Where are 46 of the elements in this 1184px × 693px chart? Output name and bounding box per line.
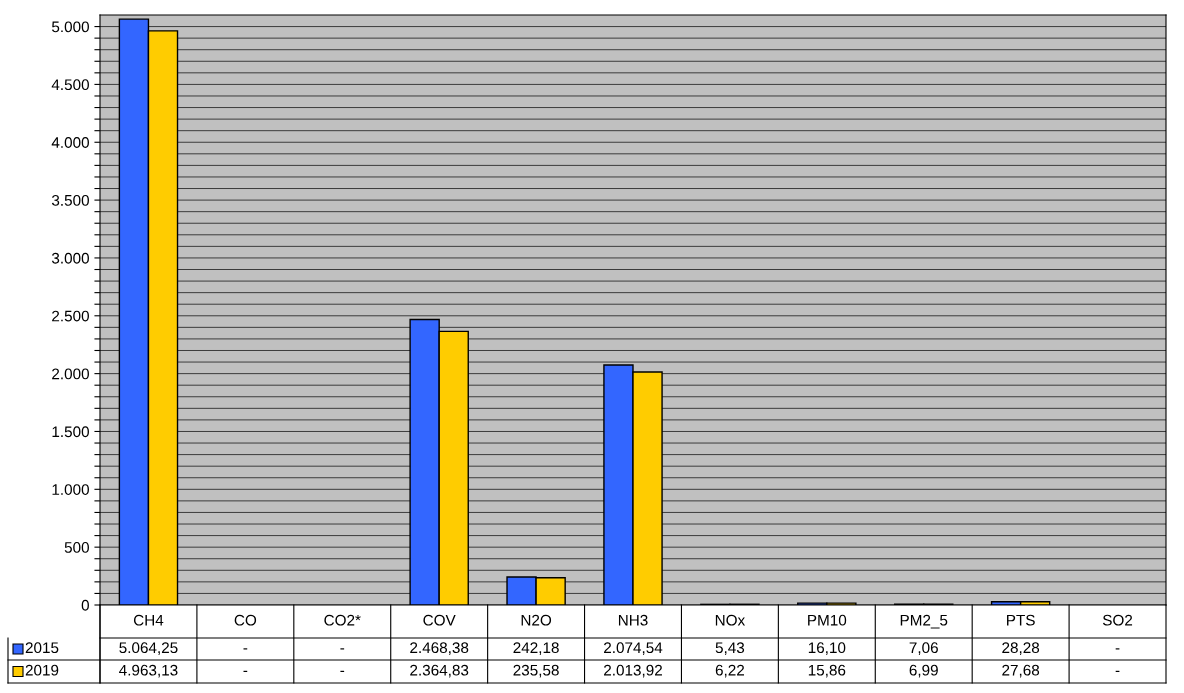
data-label: 242,18: [513, 642, 559, 655]
text: -: [1115, 670, 1120, 672]
y-tick-label: 4.500: [51, 79, 89, 91]
y-tick-label: 500: [64, 542, 89, 553]
legend-label: 2015: [25, 642, 59, 654]
x-tick-label: NOx: [715, 614, 746, 626]
y-tick-label: 2.500: [52, 310, 89, 322]
x-tick-label: CH4: [133, 614, 164, 626]
x-tick-label: NH3: [618, 614, 648, 626]
x-tick-label: CO2*: [324, 614, 361, 626]
x-tick-label: N2O: [521, 614, 552, 626]
text: -: [340, 670, 345, 672]
data-label: 27,68: [1002, 664, 1040, 678]
y-tick-label: 0: [81, 599, 89, 611]
legend-label: 2019: [25, 664, 59, 676]
x-tick-label: COV: [423, 614, 456, 626]
y-tick-label: 1.500: [52, 426, 89, 438]
text: -: [243, 648, 248, 650]
x-tick-label: PM10: [808, 614, 847, 626]
text: -: [1115, 648, 1120, 650]
y-tick-label: 5.000: [51, 21, 89, 33]
data-label: 5.064,25: [119, 642, 178, 655]
text: -: [243, 670, 248, 672]
data-label: 5,43: [715, 642, 745, 655]
y-tick-label: 2.000: [52, 368, 89, 380]
x-tick-label: CO: [234, 614, 257, 626]
x-tick-label: PTS: [1007, 614, 1035, 626]
x-tick-label: SO2: [1102, 614, 1133, 626]
data-label: 2.364,83: [410, 664, 469, 678]
data-label: 6,99: [909, 664, 938, 678]
y-tick-label: 4.000: [51, 137, 89, 148]
y-tick-label: 3.000: [51, 252, 89, 264]
data-label: 28,28: [1002, 642, 1040, 655]
y-tick-label: 3.500: [51, 194, 89, 206]
data-label: 7,06: [909, 642, 938, 655]
y-tick-label: 1.000: [52, 484, 89, 495]
data-label: 2.468,38: [410, 642, 469, 655]
data-label: 15,86: [808, 664, 846, 678]
data-label: 6,22: [715, 664, 745, 678]
text: -: [340, 648, 345, 650]
x-tick-label: PM2_5: [900, 614, 948, 629]
data-label: 2.074,54: [604, 642, 663, 655]
data-label: 235,58: [513, 664, 559, 678]
data-label: 2.013,92: [604, 664, 662, 678]
data-label: 16,10: [808, 642, 846, 655]
data-label: 4.963,13: [119, 664, 178, 678]
